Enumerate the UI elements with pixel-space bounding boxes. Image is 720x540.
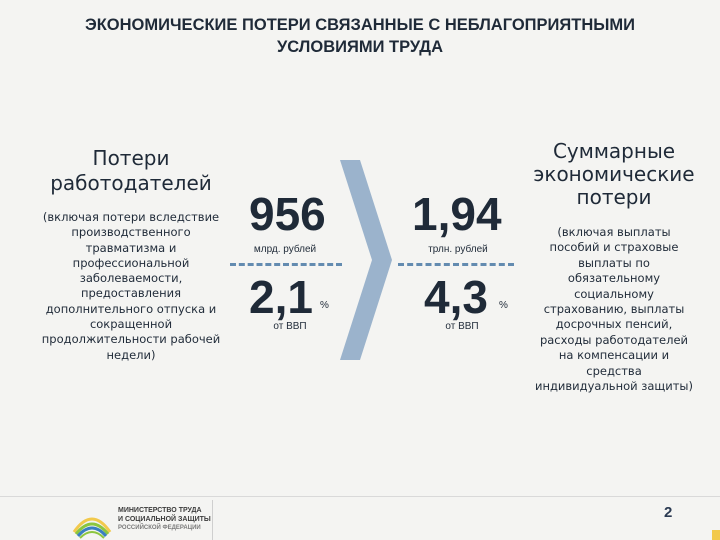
slide-title: ЭКОНОМИЧЕСКИЕ ПОТЕРИ СВЯЗАННЫЕ С НЕБЛАГО… [20,14,700,58]
total-losses-heading: Суммарные экономические потери [510,140,718,209]
total-gdp-percent-sign: % [499,300,508,311]
total-desc-line: досрочных пенсий, [555,317,673,332]
employer-desc-line: сокращенной [89,317,173,332]
total-heading-line: потери [576,185,652,209]
total-desc-line: пособий и страховые [549,240,679,255]
employer-losses-description: (включая потери вследствие производствен… [20,210,242,363]
chevron-right-icon [340,160,392,360]
page-number: 2 [664,504,673,521]
total-heading-line: экономические [533,162,695,186]
ministry-name-line-1: МИНИСТЕРСТВО ТРУДА [118,507,202,514]
total-divider [398,263,514,266]
total-desc-line: социальному [574,286,654,301]
employer-desc-line: профессиональной [72,255,190,270]
employer-desc-line: предоставления [80,286,182,301]
total-amount-unit: трлн. рублей [428,244,488,255]
title-line-1: ЭКОНОМИЧЕСКИЕ ПОТЕРИ СВЯЗАННЫЕ С НЕБЛАГО… [84,16,636,34]
total-heading-line: Суммарные [552,139,676,163]
employer-heading-line-2: работодателей [50,171,212,195]
footer-divider [0,496,720,497]
total-gdp-label: от ВВП [445,321,479,332]
total-gdp-share-value: 4,3 [424,271,488,323]
total-desc-line: на компенсации и [558,348,670,363]
title-line-2: УСЛОВИЯМИ ТРУДА [277,38,443,56]
employer-desc-line: травматизма и [85,240,177,255]
corner-accent [712,530,720,540]
total-losses-description: (включая выплаты пособий и страховые вып… [510,225,718,394]
total-losses-block: Суммарные экономические потери (включая … [510,140,718,394]
total-desc-line: средства [586,363,642,378]
total-desc-line: индивидуальной защиты) [534,379,694,394]
employer-desc-line: недели) [106,347,156,362]
total-desc-line: расходы работодателей [539,332,689,347]
employer-gdp-share-value: 2,1 [249,271,313,323]
total-desc-line: (включая выплаты [557,225,671,239]
footer-separator [212,500,213,540]
employer-desc-line: (включая потери вследствие [42,210,220,224]
total-desc-line: выплаты по [578,255,650,270]
employer-losses-heading: Потери работодателей [20,146,242,196]
ministry-name: МИНИСТЕРСТВО ТРУДА И СОЦИАЛЬНОЙ ЗАЩИТЫ Р… [118,506,211,533]
employer-amount-unit: млрд. рублей [253,244,317,255]
employer-desc-line: дополнительного отпуска и [45,301,217,316]
employer-divider [230,263,342,266]
total-desc-line: страхованию, выплаты [543,302,685,317]
employer-gdp-label: от ВВП [273,321,307,332]
ministry-name-line-3: РОССИЙСКОЙ ФЕДЕРАЦИИ [118,525,201,531]
total-amount-value: 1,94 [412,188,502,240]
ministry-logo-icon [72,517,112,539]
employer-gdp-percent-sign: % [320,300,329,311]
total-desc-line: обязательному [567,271,661,286]
employer-losses-block: Потери работодателей (включая потери всл… [20,146,242,363]
ministry-name-line-2: И СОЦИАЛЬНОЙ ЗАЩИТЫ [118,516,211,523]
employer-desc-line: производственного [71,225,191,240]
employer-desc-line: заболеваемости, [79,271,183,286]
employer-desc-line: продолжительности рабочей [41,332,221,347]
employer-amount-value: 956 [249,188,326,240]
employer-heading-line-1: Потери [92,146,170,170]
